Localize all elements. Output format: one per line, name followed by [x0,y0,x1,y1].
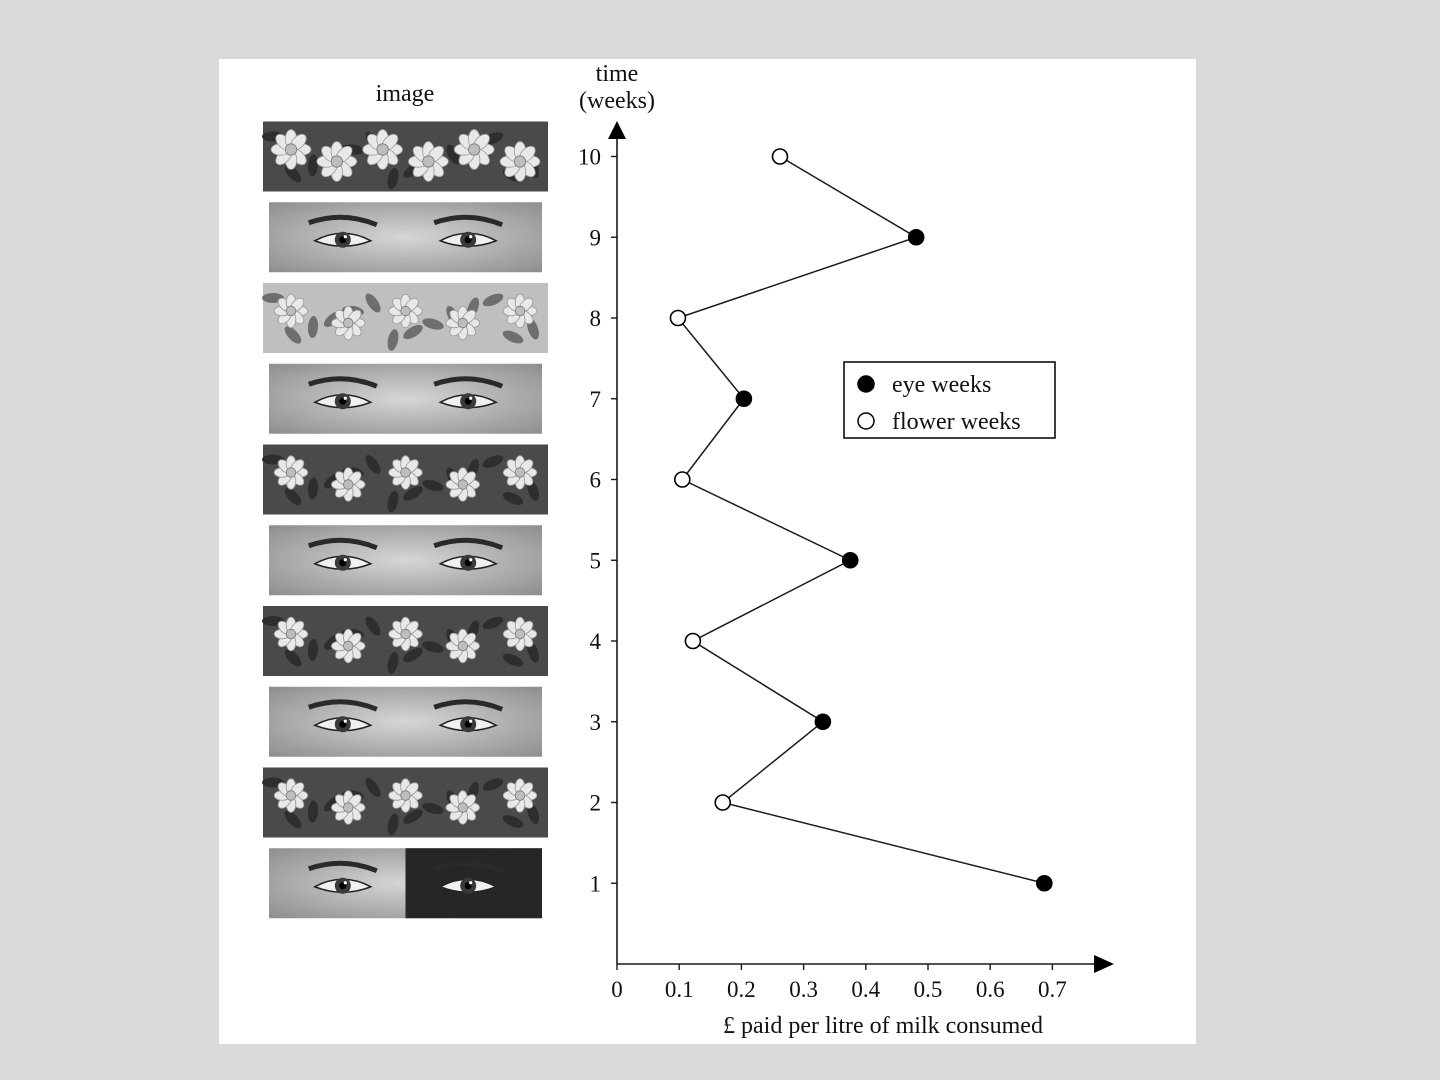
legend-open-marker [857,412,875,430]
legend-box [843,361,1056,439]
rose-bud-flowers-image [262,283,548,353]
x-axis-arrow-icon [1094,955,1114,973]
y-tick-label: 3 [590,710,602,735]
x-axis-label: £ paid per litre of milk consumed [723,1013,1043,1039]
x-tick-label: 0.2 [727,977,756,1002]
y-tick-label: 5 [590,548,602,573]
y-tick-label: 6 [590,468,602,493]
figure-panel: image time (weeks) 0 0.1 0.2 0.3 0.4 0.5 0.6 0.… [219,59,1196,1044]
legend-filled-marker [857,375,875,393]
flower-week-point [684,632,702,650]
x-tick-label: 0.7 [1038,977,1067,1002]
eyes-image [269,686,542,757]
series-line [669,148,1053,892]
flower-week-point [714,794,732,811]
ticks: 0 0.1 0.2 0.3 0.4 0.5 0.6 0.7 1 2 3 4 5 6 7 8 9 10 [578,145,1067,1003]
flower-week-point [669,309,687,327]
y-tick-label: 1 [590,871,602,896]
eye-week-point [841,551,859,569]
legend-label: flower weeks [892,409,1021,435]
series-polyline [676,155,1045,884]
eyes-image [269,202,542,273]
y-axis-arrow-icon [608,121,626,139]
y-tick-label: 4 [590,629,602,654]
axes [608,121,1114,973]
flower-week-point [674,471,691,488]
y-tick-label: 9 [590,225,602,250]
eye-week-point [735,390,753,408]
chart: image time (weeks) 0 0.1 0.2 0.3 0.4 0.5 0.6 0.… [262,61,1114,1039]
image-column [262,121,548,919]
eyes-image [269,363,542,434]
rose-flowers-image [262,121,548,192]
eye-week-point [907,228,925,246]
y-tick-label: 10 [578,145,601,170]
legend: eye weeks flower weeks [843,361,1056,439]
y-tick-label: 8 [590,306,602,331]
daisy-flowers-image [262,444,548,515]
flower-week-point [771,148,789,165]
x-tick-label: 0.3 [789,977,818,1002]
eye-week-point [814,713,832,731]
x-tick-label: 0 [611,977,623,1002]
y-axis-label-line1: time [596,61,639,87]
eyes-image [269,525,542,596]
y-tick-label: 2 [590,791,602,816]
x-tick-label: 0.4 [851,977,880,1002]
eyes-image [269,848,542,919]
x-tick-label: 0.5 [914,977,943,1002]
zinnia-flowers-image [262,767,548,838]
x-tick-label: 0.6 [976,977,1005,1002]
x-tick-label: 0.1 [665,977,694,1002]
legend-label: eye weeks [892,372,991,398]
image-column-heading: image [376,81,435,107]
eye-week-point [1036,874,1053,892]
y-tick-label: 7 [590,387,602,412]
y-axis-label-line2: (weeks) [579,88,655,114]
lily-flowers-image [262,606,548,676]
